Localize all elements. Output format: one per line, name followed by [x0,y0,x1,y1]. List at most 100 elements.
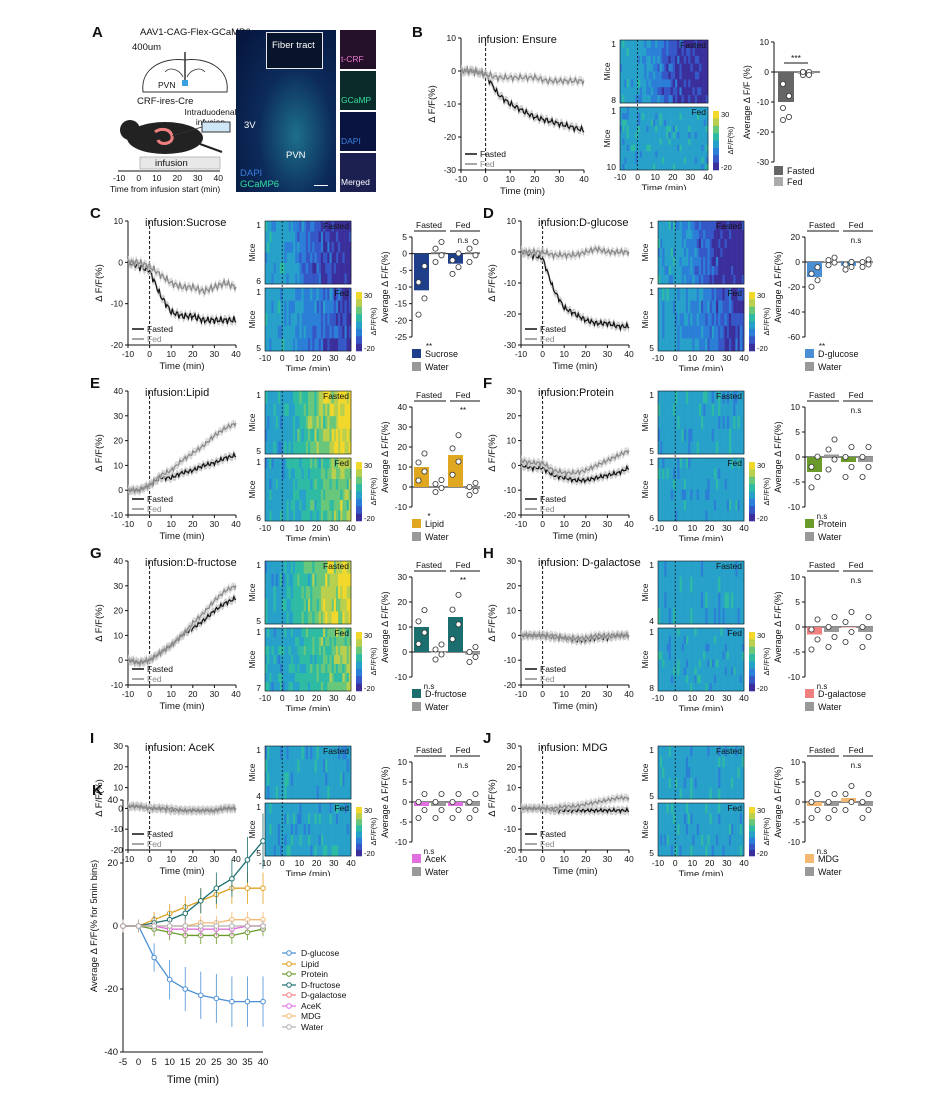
heatmap-cell [628,151,632,158]
heatmap-cell [668,576,672,593]
heatmap-cell [670,63,674,72]
heatmap-cell [342,500,345,511]
heatmap-cell [635,151,638,158]
heatmap-cell [677,151,680,158]
heatmap-cell [681,248,685,258]
heatmap-cell [709,300,713,314]
heatmap-cell [728,325,732,339]
heatmap-cell [312,428,315,442]
heatmap-cell [733,441,736,455]
heatmap-cell [701,79,704,88]
heatmap-cell [681,561,685,578]
heatmap-cell [323,772,326,787]
heatmap-cell [658,756,661,768]
sem-band-fed [128,255,236,299]
heatmap-cell [701,113,704,120]
heatmap-cell [731,275,734,285]
heatmap-group-label: Fasted [323,746,349,756]
heatmap-cell [679,119,682,127]
heatmap-cell [673,608,676,625]
heatmap-cell [664,667,667,676]
heatmap-cell [637,47,641,57]
heatmap-cell [265,338,268,352]
heatmap-cell [718,479,721,490]
heatmap-cell [275,242,279,253]
heatmap-cell [342,221,345,232]
heatmap-cell [694,313,697,327]
heatmap-cell [677,608,680,625]
heatmap-cell [679,489,682,501]
heatmap-cell [655,157,658,164]
heatmap-cell [698,338,702,352]
heatmap-cell [265,325,268,339]
heatmap-cell [325,664,328,674]
heatmap-cell [325,263,328,274]
heatmap-cell [653,119,656,127]
mouse-index: 1 [611,106,616,116]
heatmap-cell [346,824,350,836]
data-point [455,250,462,257]
heatmap-cell [699,63,702,72]
heatmap-cell [735,608,738,625]
heatmap-cell [344,813,347,825]
heatmap-cell [660,239,663,249]
heatmap-cell [290,682,294,692]
heatmap-cell [668,479,672,490]
data-point [865,444,872,451]
heatmap-cell [320,813,324,825]
heatmap-cell [280,759,283,773]
heatmap-cell [664,63,667,72]
heatmap-cell [662,221,665,231]
x-tick-label: 0 [673,523,678,533]
x-tick-label: -10 [515,519,528,529]
heatmap-cell [297,403,300,417]
heatmap-cell [323,824,326,836]
heatmap-cell [267,489,270,501]
heatmap-cell [688,651,691,660]
heatmap-cell [269,221,272,232]
heatmap-cell [331,252,335,264]
heatmap-cell [346,834,350,846]
heatmap-cell [329,759,332,773]
heatmap-cell [683,275,687,285]
heatmap-cell [660,428,663,442]
heatmap-cell [675,248,678,258]
colorbar-segment [749,513,755,522]
heatmap-cell [660,479,663,490]
heatmap-cell [675,313,678,327]
heatmap-cell [670,151,674,158]
heatmap-cell [724,635,728,645]
heatmap-cell [660,230,663,240]
heatmap-cell [664,608,667,625]
heatmap-cell [735,746,738,757]
heatmap-cell [348,598,352,612]
heatmap-cell [735,248,738,258]
heatmap-cell [664,71,667,80]
heatmap-cell [275,646,279,656]
heatmap-cell [273,845,277,857]
heatmap-cell [660,659,663,668]
heatmap-cell [637,71,641,80]
heatmap-cell [318,598,322,612]
heatmap-cell [660,635,663,645]
heatmap-cell [301,673,304,683]
heatmap-cell [650,40,654,49]
heatmap-cell [312,441,315,455]
heatmap-cell [668,659,672,668]
heatmap-cell [664,221,667,231]
data-point [859,644,866,651]
heatmap-cell [690,468,693,480]
heatmap-cell [286,416,289,430]
heatmap-cell [662,777,665,789]
heatmap-cell [692,500,695,511]
heatmap-cell [290,824,294,836]
heatmap-cell [722,428,725,442]
heatmap-cell [327,655,330,665]
y-tick-label: -30 [504,340,517,350]
heatmap-cell [675,138,678,146]
heatmap-cell [692,257,695,267]
heatmap-cell [346,813,350,825]
heatmap-cell [624,132,627,139]
bar [858,457,873,462]
heatmap-cell [698,788,702,800]
